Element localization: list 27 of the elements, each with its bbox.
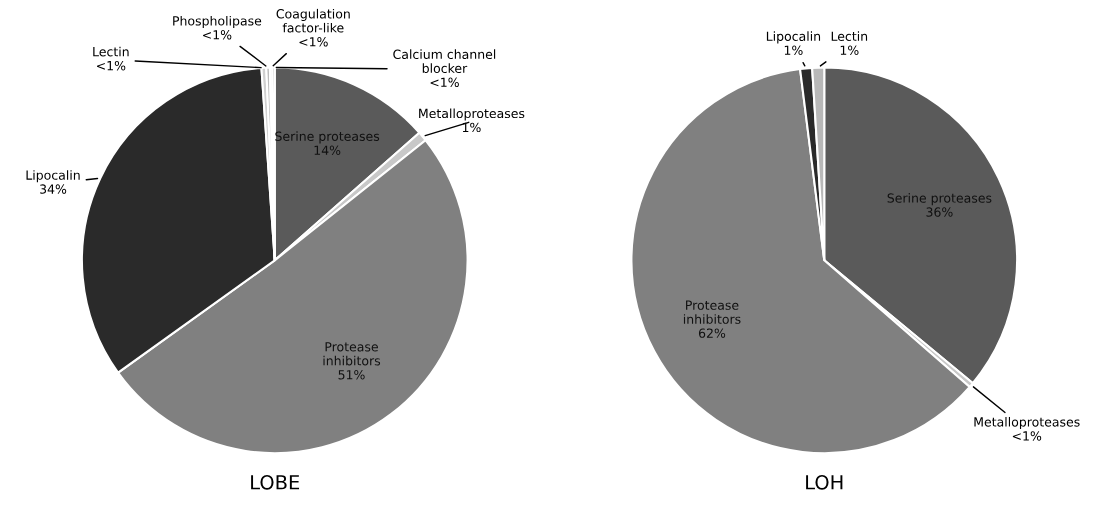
data-label: 14% [314,145,341,155]
data-label: <1% [203,30,232,40]
slice-label: Calcium channel blocker [393,49,496,74]
data-label: 51% [338,370,365,380]
data-label: 36% [926,207,953,217]
data-label: <1% [1012,431,1042,441]
data-label: <1% [430,77,459,88]
slice-label: Protease inhibitors [323,342,381,366]
slice-label: Serine proteases [887,193,992,206]
slice-label: Phospholipase [173,15,262,28]
data-label: <1% [299,37,328,47]
data-label: 1% [784,45,803,55]
slice-label: Metalloproteases [419,108,525,121]
slice-label: Lectin [93,46,129,57]
slice-label: Lectin [831,31,868,41]
data-label: 1% [840,45,859,55]
data-label: 1% [462,122,481,133]
data-label: <1% [97,60,126,71]
text: LOBE [251,474,300,490]
text: LOH [806,474,843,490]
slice-label: Metalloproteases [974,416,1080,430]
slice-label: Lipocalin [26,170,80,183]
slice-label: Coagulation factor-like [276,8,350,33]
data-label: 62% [698,328,726,338]
data-label: 34% [40,184,67,194]
slice-label: Protease inhibitors [683,300,741,324]
slice-label: Lipocalin [766,31,821,44]
